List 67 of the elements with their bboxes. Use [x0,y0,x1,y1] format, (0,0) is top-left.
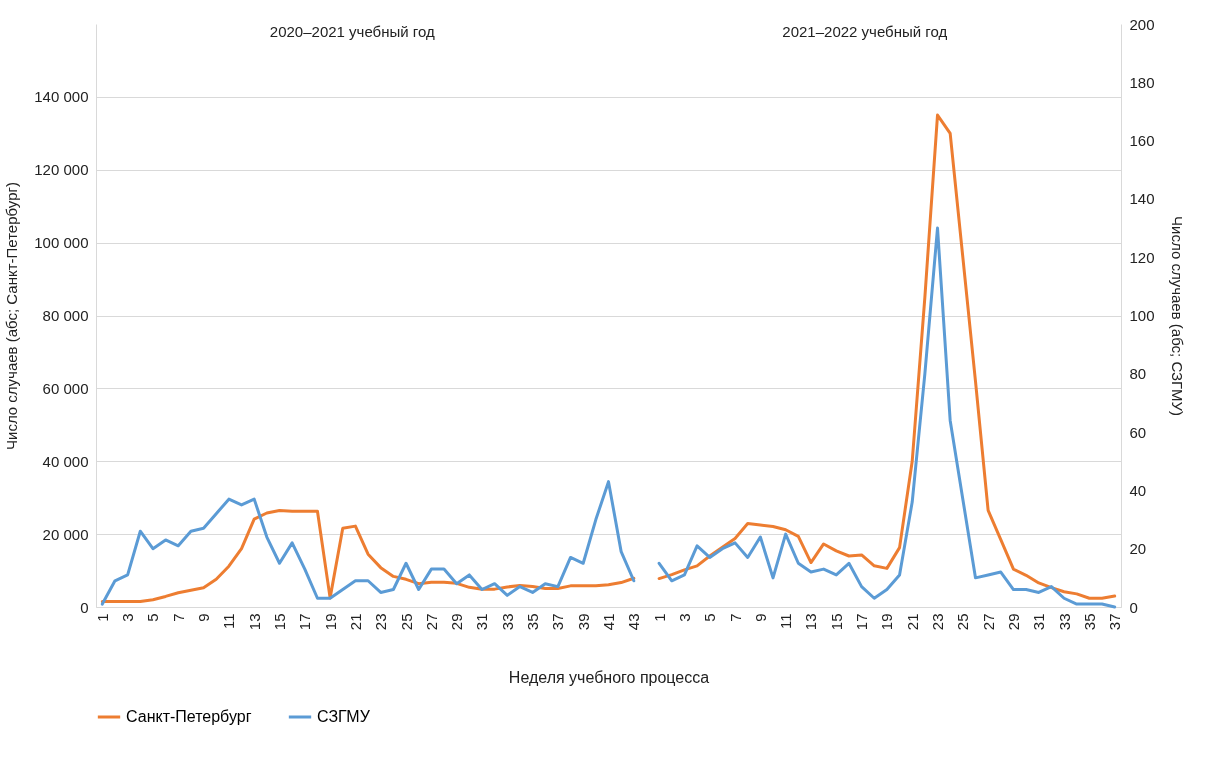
y2-tick-label: 160 [1129,132,1155,150]
y2-tick-label: 80 [1129,365,1147,383]
x-tick-label: 33 [1055,613,1073,631]
x-tick-label: 35 [1080,613,1098,631]
x-tick-label: 23 [372,613,390,631]
x-tick-label: 11 [777,613,795,630]
x-tick-label: 11 [220,613,238,630]
legend-label: Санкт-Петербург [126,708,252,725]
x-tick-label: 3 [675,613,693,622]
y-tick-label: 0 [80,598,89,616]
x-tick-label: 5 [144,613,162,622]
x-tick-label: 13 [802,613,820,631]
y-tick-label: 40 000 [42,452,89,470]
x-tick-label: 17 [853,613,871,631]
y2-tick-label: 0 [1129,598,1138,616]
x-tick-label: 21 [903,613,921,631]
annotation: 2021–2022 учебный год [782,23,948,40]
x-tick-label: 13 [245,613,263,631]
y-tick-label: 80 000 [42,307,89,324]
y2-tick-label: 60 [1129,423,1147,441]
x-tick-label: 29 [448,613,466,631]
x-tick-label: 9 [751,613,769,622]
y2-tick-label: 20 [1129,540,1147,558]
x-tick-label: 19 [878,613,896,631]
x-tick-label: 25 [954,613,972,631]
legend-label: СЗГМУ [317,708,371,725]
x-tick-label: 19 [321,613,339,631]
x-tick-label: 41 [600,613,617,631]
x-tick-label: 27 [979,613,997,631]
y2-tick-label: 140 [1129,190,1155,208]
y-tick-label: 100 000 [34,234,89,252]
x-tick-label: 31 [1030,613,1048,631]
x-tick-label: 27 [422,613,440,631]
x-tick-label: 39 [574,613,592,631]
x-tick-label: 35 [524,613,542,631]
x-tick-label: 1 [93,613,111,622]
y-axis-title: Число случаев (абс; Санкт-Петербург) [3,182,21,450]
x-tick-label: 25 [397,613,415,631]
x-tick-label: 3 [119,613,137,622]
x-tick-label: 29 [1004,613,1022,631]
y2-tick-label: 200 [1129,15,1155,33]
y-tick-label: 140 000 [34,88,89,106]
x-tick-label: 5 [701,613,719,622]
x-tick-label: 33 [498,613,516,631]
x-tick-label: 7 [726,613,744,622]
x-tick-label: 21 [346,613,364,631]
x-tick-label: 7 [169,613,187,622]
x-tick-label: 23 [929,613,947,631]
x-tick-label: 43 [625,613,643,631]
y2-tick-label: 100 [1129,307,1155,324]
x-tick-label: 9 [195,613,213,622]
y2-tick-label: 40 [1129,481,1147,499]
x-axis-title: Неделя учебного процесса [508,669,710,687]
y2-tick-label: 120 [1129,248,1155,266]
annotation: 2020–2021 учебный год [269,23,435,40]
x-tick-label: 15 [827,613,845,631]
x-tick-label: 37 [1106,613,1124,631]
y-tick-label: 20 000 [42,525,89,543]
x-tick-label: 31 [473,613,491,631]
x-tick-label: 15 [270,613,288,631]
y-tick-label: 60 000 [42,379,89,397]
x-tick-label: 1 [650,613,668,622]
x-tick-label: 37 [549,613,567,631]
y2-tick-label: 180 [1129,73,1155,91]
y2-axis-title: Число случаев (абс; СЗГМУ) [1168,216,1186,416]
x-tick-label: 17 [296,613,314,631]
y-tick-label: 120 000 [34,161,89,179]
